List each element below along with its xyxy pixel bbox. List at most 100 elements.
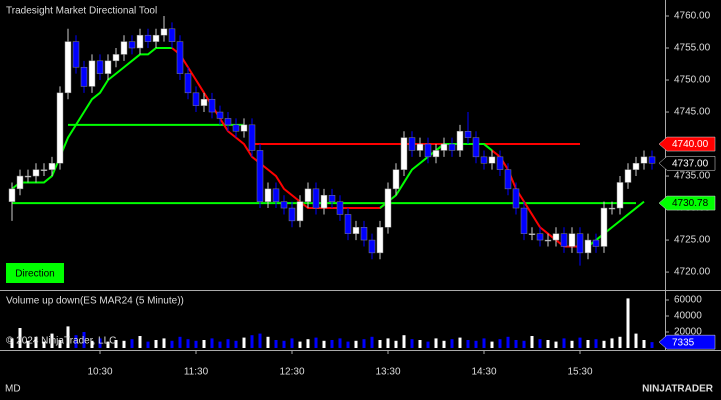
volume-bar	[282, 340, 286, 348]
volume-bar	[474, 340, 478, 348]
candle-body	[64, 41, 72, 94]
candle-body	[96, 60, 104, 74]
volume-bar	[490, 341, 494, 348]
price-marker-label: 7335	[672, 337, 695, 348]
y-tick-label: 4760.00	[674, 11, 711, 22]
volume-bar	[386, 338, 390, 348]
volume-bar	[586, 340, 590, 348]
candle-body	[432, 150, 440, 158]
x-tick-label: 15:30	[567, 367, 592, 378]
candle-body	[296, 201, 304, 222]
candle-body	[448, 143, 456, 151]
candle-body	[408, 137, 416, 151]
candle-body	[368, 239, 376, 254]
volume-bar	[370, 336, 374, 348]
y-tick-label: 4725.00	[674, 235, 711, 246]
candle-body	[120, 41, 128, 55]
candle-body	[72, 41, 80, 68]
footer: MD	[5, 384, 21, 395]
candle-body	[144, 34, 152, 42]
volume-bar	[378, 340, 382, 348]
candle-body	[104, 60, 112, 74]
candle-body	[624, 169, 632, 183]
candle-body	[16, 175, 24, 190]
volume-bar	[138, 336, 142, 348]
price-marker-label: 4730.78	[672, 198, 709, 209]
volume-bar	[258, 333, 262, 348]
volume-bar	[506, 336, 510, 348]
candle-body	[248, 124, 256, 151]
volume-bar	[618, 336, 622, 348]
y-tick-label: 4720.00	[674, 267, 711, 278]
volume-bar	[442, 340, 446, 348]
x-tick-label: 12:30	[279, 367, 304, 378]
volume-bar	[186, 339, 190, 348]
volume-bar	[570, 340, 574, 348]
candle-body	[48, 162, 56, 170]
candle-body	[88, 60, 96, 87]
volume-bar	[546, 340, 550, 348]
candle-body	[384, 188, 392, 228]
volume-bar	[162, 338, 166, 348]
volume-bar	[314, 337, 318, 348]
candle-body	[472, 137, 480, 158]
volume-bar	[642, 340, 646, 348]
price-marker-label: 4740.00	[672, 139, 709, 150]
candle-body	[192, 92, 200, 106]
indicator-line	[587, 200, 645, 248]
candle-body	[416, 143, 424, 151]
volume-bar	[50, 333, 54, 348]
candle-body	[560, 233, 568, 247]
candle-body	[176, 41, 184, 74]
candle-body	[56, 92, 64, 164]
candle-body	[576, 233, 584, 254]
x-tick-label: 10:30	[87, 367, 112, 378]
price-marker-label: 4737.00	[672, 158, 709, 169]
candle-body	[488, 156, 496, 164]
volume-bar	[466, 340, 470, 348]
volume-bar	[450, 339, 454, 348]
volume-bar	[594, 339, 598, 348]
candle-body	[480, 156, 488, 164]
volume-bar	[266, 336, 270, 348]
copyright: © 2024 NinjaTrader, LLC	[6, 336, 116, 347]
volume-bar	[250, 335, 254, 348]
volume-bar	[362, 339, 366, 348]
candle-body	[312, 188, 320, 209]
volume-bar	[18, 328, 22, 348]
candle-body	[264, 188, 272, 202]
candle-body	[40, 169, 48, 171]
volume-bar	[394, 340, 398, 348]
volume-bar	[298, 341, 302, 348]
volume-bar	[514, 340, 518, 348]
volume-y-tick-label: 20000	[674, 327, 702, 338]
candle-body	[536, 233, 544, 241]
candle-body	[272, 188, 280, 202]
volume-bar	[66, 326, 70, 348]
volume-bar	[578, 337, 582, 348]
volume-bar	[74, 335, 78, 348]
price-marker	[658, 155, 716, 171]
candle-body	[208, 98, 216, 113]
candle-body	[240, 124, 248, 132]
candle-body	[544, 239, 552, 242]
volume-bar	[522, 340, 526, 348]
price-marker	[658, 334, 716, 350]
volume-title: Volume up down(ES MAR24 (5 Minute))	[6, 296, 184, 307]
y-tick-label: 4755.00	[674, 43, 711, 54]
candle-body	[200, 98, 208, 106]
candle-body	[464, 130, 472, 138]
candle-body	[128, 41, 136, 49]
candle-body	[328, 195, 336, 202]
candle-body	[440, 143, 448, 151]
brand-logo: NINJATRADER	[642, 384, 714, 395]
candle-body	[80, 66, 88, 87]
indicator-line	[11, 47, 172, 190]
candle-body	[280, 201, 288, 209]
x-tick-label: 14:30	[471, 367, 496, 378]
price-marker	[658, 136, 716, 152]
candle-body	[352, 227, 360, 234]
candle-body	[224, 118, 232, 126]
volume-bar	[410, 339, 414, 348]
